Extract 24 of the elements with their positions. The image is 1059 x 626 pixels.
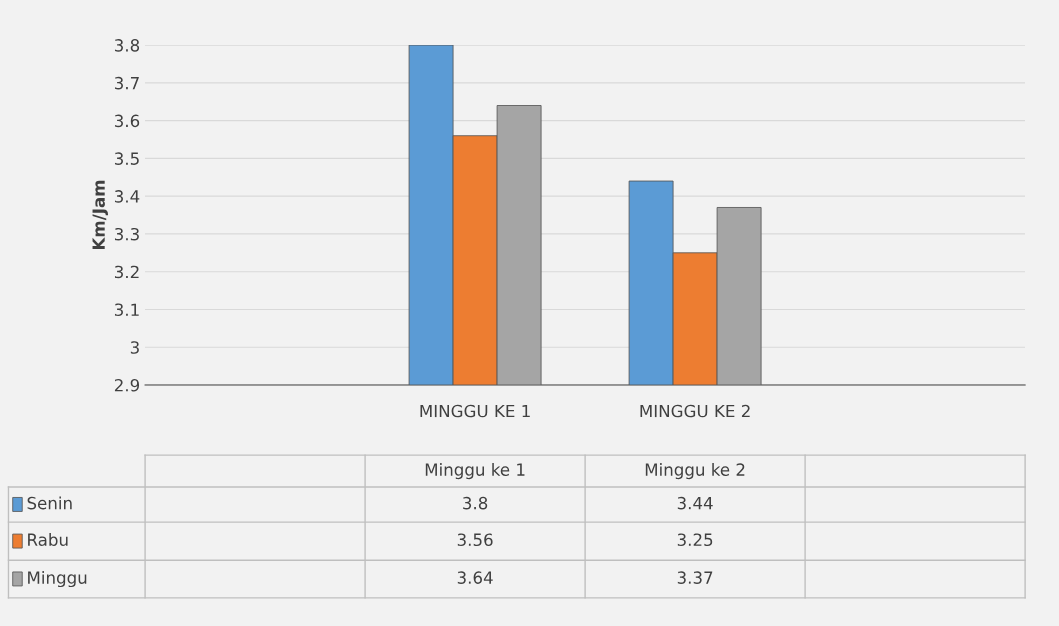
y-tick-label: 3.5 xyxy=(114,152,139,165)
legend-label: Minggu xyxy=(28,570,87,588)
data-label: 3.56 xyxy=(457,533,493,547)
y-axis-title: Km/Jam xyxy=(92,180,109,250)
y-tick-label: 3.4 xyxy=(114,190,140,203)
data-label: 3.8 xyxy=(463,496,488,510)
y-tick-label: 3.2 xyxy=(114,265,139,279)
y-tick-label: 2.9 xyxy=(114,378,140,392)
x-tick-label: MINGGU KE 1 xyxy=(420,404,530,418)
data-label: 3.44 xyxy=(677,496,713,510)
y-tick-label: 3.6 xyxy=(114,114,140,128)
data-label: 3.37 xyxy=(677,571,713,584)
legend-label: Senin xyxy=(27,496,72,510)
text: Minggu ke 2 xyxy=(645,463,745,480)
legend-label: Rabu xyxy=(28,533,68,547)
data-label: 3.64 xyxy=(457,571,493,584)
text: Minggu ke 1 xyxy=(425,463,525,480)
y-tick-label: 3 xyxy=(130,341,139,354)
data-label: 3.25 xyxy=(677,533,713,547)
x-tick-label: MINGGU KE 2 xyxy=(640,404,750,418)
y-tick-label: 3.1 xyxy=(114,303,139,317)
y-tick-label: 3.3 xyxy=(114,227,139,241)
y-tick-label: 3.7 xyxy=(114,76,139,90)
y-tick-label: 3.8 xyxy=(114,39,140,52)
